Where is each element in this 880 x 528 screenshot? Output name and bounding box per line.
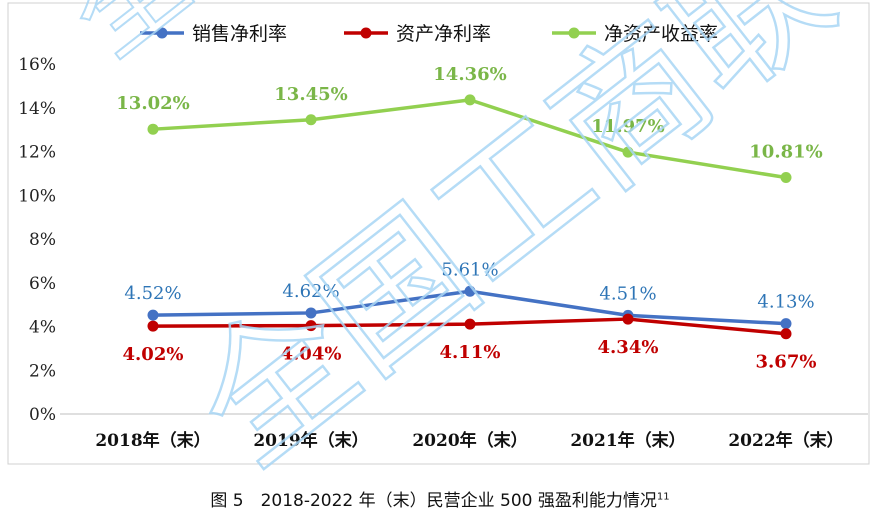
legend-swatch-marker bbox=[568, 27, 580, 39]
data-label: 13.45% bbox=[274, 84, 347, 105]
data-point bbox=[622, 146, 634, 158]
y-tick-label: 10% bbox=[18, 186, 56, 206]
line-chart: 0% 2% 4% 6% 8% 10% 12% 14% 16% 2018年（末） 2019年（末） 20… bbox=[7, 0, 870, 486]
chart-border bbox=[7, 2, 870, 465]
y-tick-label: 2% bbox=[29, 361, 56, 381]
data-label: 3.67% bbox=[756, 352, 817, 373]
caption-text: 图 5 2018-2022 年（末）民营企业 500 强盈利能力情况 bbox=[210, 491, 657, 511]
data-point bbox=[780, 172, 792, 184]
y-tick-label: 14% bbox=[18, 99, 56, 119]
x-tick-label: 2020年（末） bbox=[412, 430, 527, 451]
legend-swatch-marker bbox=[156, 27, 168, 39]
data-label: 4.04% bbox=[281, 344, 342, 365]
data-point bbox=[780, 318, 792, 330]
data-label: 4.11% bbox=[440, 342, 501, 363]
y-tick-label: 0% bbox=[29, 405, 56, 425]
y-tick-label: 8% bbox=[29, 230, 56, 250]
data-label: 4.52% bbox=[124, 283, 181, 304]
x-tick-label: 2022年（末） bbox=[728, 430, 843, 451]
figure-caption: 图 5 2018-2022 年（末）民营企业 500 强盈利能力情况11 bbox=[0, 486, 880, 511]
data-point bbox=[780, 328, 792, 340]
data-point bbox=[464, 318, 476, 330]
data-point bbox=[147, 123, 159, 135]
x-tick-label: 2021年（末） bbox=[570, 430, 685, 451]
x-tick-label: 2019年（末） bbox=[253, 430, 368, 451]
y-tick-label: 12% bbox=[18, 143, 56, 163]
data-point bbox=[464, 94, 476, 106]
data-label: 4.34% bbox=[598, 337, 659, 358]
data-label: 4.51% bbox=[599, 283, 656, 304]
data-label: 4.62% bbox=[282, 281, 339, 302]
y-tick-label: 6% bbox=[29, 274, 56, 294]
data-label: 10.81% bbox=[749, 142, 822, 163]
data-label: 13.02% bbox=[116, 93, 189, 114]
x-tick-label: 2018年（末） bbox=[95, 430, 210, 451]
data-point bbox=[622, 313, 634, 325]
data-label: 5.61% bbox=[441, 259, 498, 280]
legend-label: 销售净利率 bbox=[192, 23, 287, 45]
y-tick-label: 4% bbox=[29, 318, 56, 338]
legend-label: 净资产收益率 bbox=[604, 23, 718, 45]
y-tick-label: 16% bbox=[18, 55, 56, 75]
data-label: 11.97% bbox=[591, 116, 664, 137]
data-label: 14.36% bbox=[433, 64, 506, 85]
data-point bbox=[305, 307, 317, 319]
data-point bbox=[305, 114, 317, 126]
data-point bbox=[305, 320, 317, 332]
data-point bbox=[464, 285, 476, 297]
legend-swatch-marker bbox=[360, 27, 372, 39]
caption-footnote: 11 bbox=[656, 491, 670, 503]
data-point bbox=[147, 320, 159, 332]
data-point bbox=[147, 309, 159, 321]
watermark-bottom: 全国工商联 bbox=[165, 0, 863, 486]
data-label: 4.02% bbox=[123, 344, 184, 365]
legend-label: 资产净利率 bbox=[396, 23, 491, 45]
data-label: 4.13% bbox=[757, 292, 814, 313]
